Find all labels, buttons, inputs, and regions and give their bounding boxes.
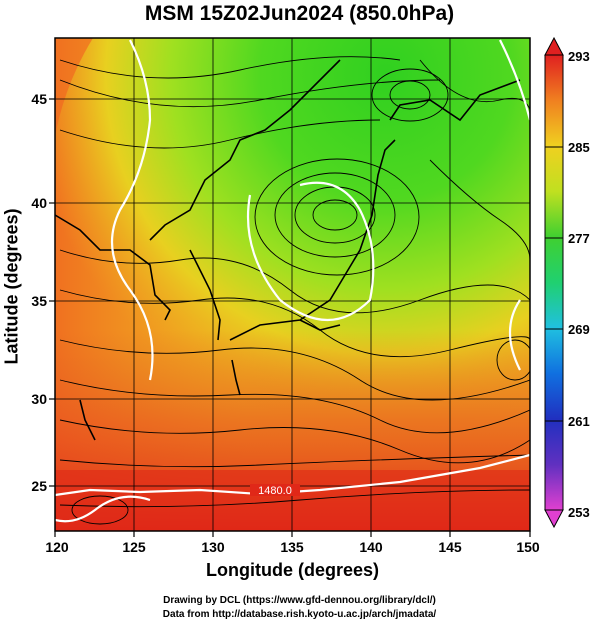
- colorbar-label-261: 261: [568, 414, 590, 429]
- colorbar-label-269: 269: [568, 322, 590, 337]
- y-tick-35: 35: [31, 293, 47, 309]
- contour-label: 1480.0: [258, 485, 292, 497]
- y-tick-30: 30: [31, 391, 47, 407]
- coastlines: [55, 59, 521, 441]
- x-axis-label: Longitude (degrees): [205, 560, 379, 580]
- y-axis-label: Latitude (degrees): [1, 208, 22, 365]
- colorbar-label-285: 285: [568, 140, 590, 155]
- colorbar-label-293: 293: [568, 49, 590, 64]
- x-tick-145: 145: [438, 539, 462, 555]
- x-tick-150: 150: [516, 539, 540, 555]
- streamlines: [59, 56, 530, 525]
- y-tick-marks: [49, 98, 55, 487]
- map-title: MSM 15Z02Jun2024 (850.0hPa): [144, 2, 455, 25]
- colorbar: [544, 36, 564, 529]
- colorbar-label-277: 277: [568, 231, 590, 246]
- grid-lines: [55, 38, 530, 531]
- x-tick-140: 140: [359, 539, 383, 555]
- y-tick-45: 45: [31, 91, 47, 107]
- y-tick-40: 40: [31, 195, 47, 211]
- x-tick-135: 135: [280, 539, 304, 555]
- x-tick-120: 120: [45, 539, 69, 555]
- credit-drawing: Drawing by DCL (https://www.gfd-dennou.o…: [163, 595, 436, 606]
- x-tick-125: 125: [122, 539, 146, 555]
- credit-data: Data from http://database.rish.kyoto-u.a…: [162, 609, 437, 620]
- contour-label-box: [250, 484, 300, 496]
- x-tick-130: 130: [201, 539, 225, 555]
- y-tick-25: 25: [31, 478, 47, 494]
- x-tick-marks: [54, 531, 531, 537]
- height-contours: [55, 39, 530, 523]
- colorbar-label-253: 253: [568, 505, 590, 520]
